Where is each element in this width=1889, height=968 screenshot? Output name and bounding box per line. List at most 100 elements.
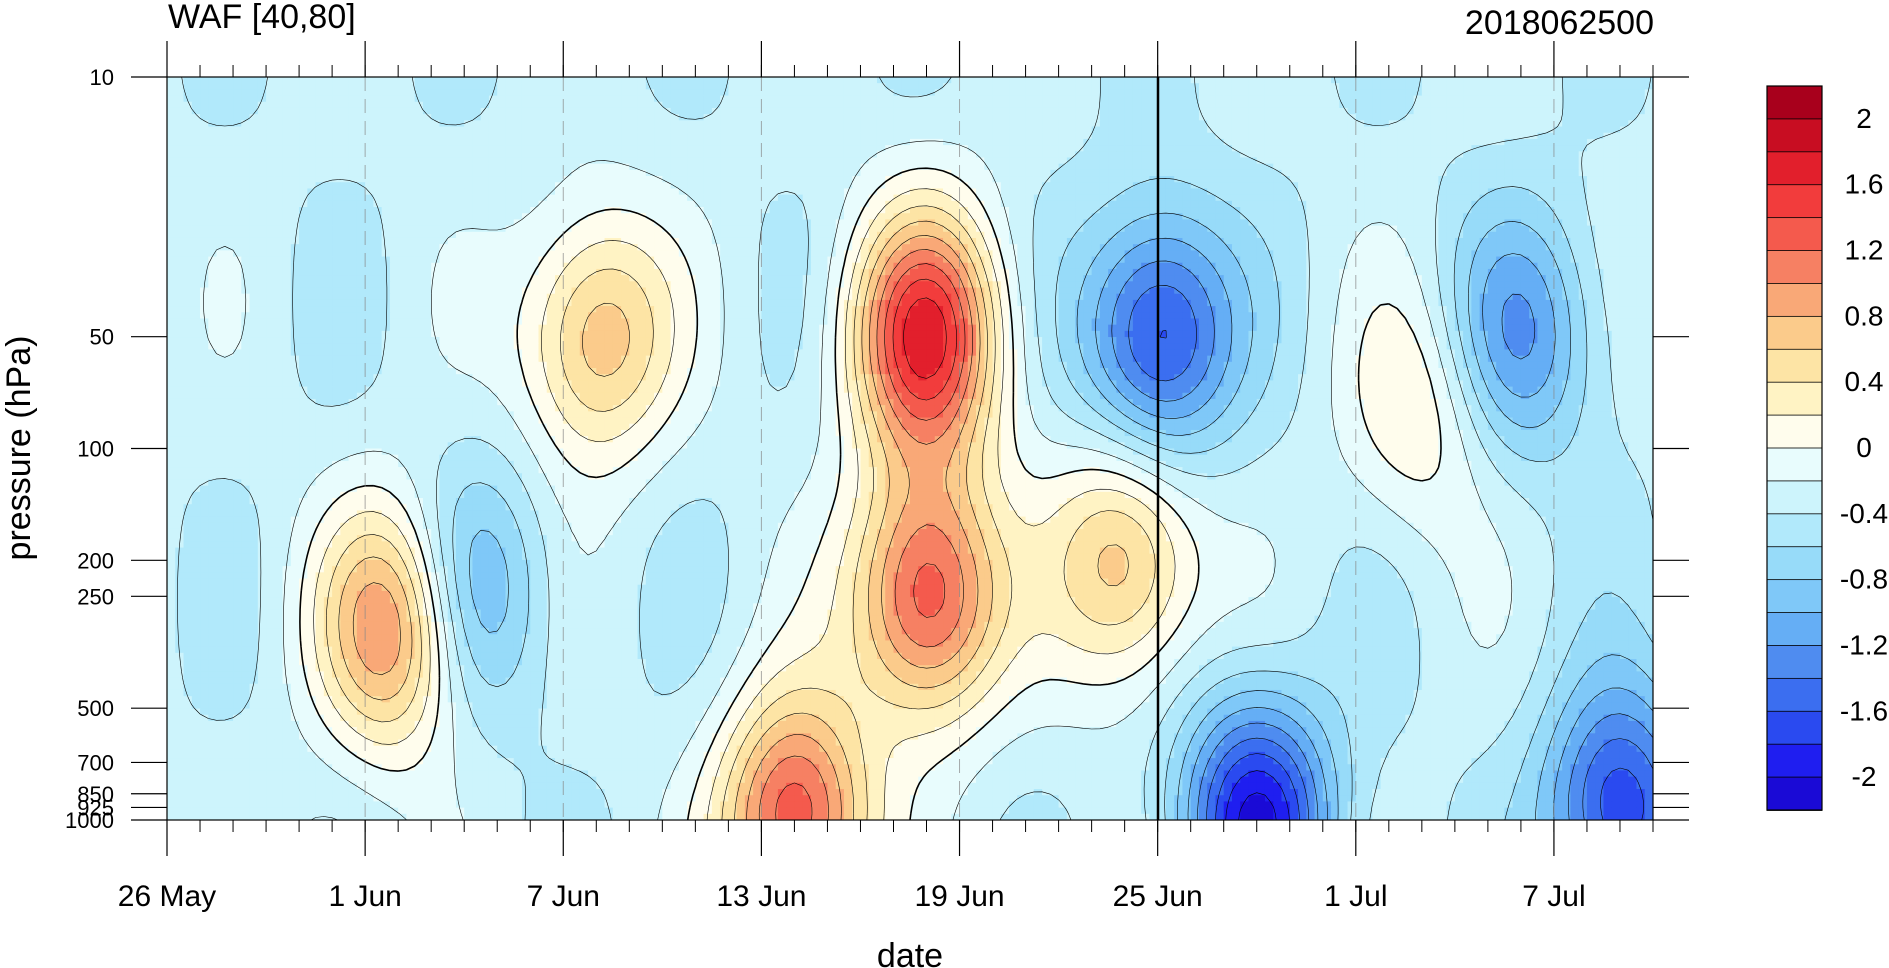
contour-cell	[1339, 114, 1349, 121]
contour-cell	[464, 200, 474, 208]
contour-cell	[720, 176, 729, 183]
contour-cell	[1207, 77, 1217, 84]
contour-cell	[852, 200, 862, 208]
contour-cell	[1619, 132, 1629, 140]
contour-cell	[654, 114, 663, 121]
contour-cell	[1157, 163, 1167, 171]
contour-cell	[480, 114, 490, 121]
contour-cell	[1190, 126, 1200, 134]
contour-cell	[1298, 225, 1307, 233]
contour-cell	[1256, 176, 1266, 183]
contour-cell	[777, 182, 787, 190]
contour-cell	[1223, 151, 1233, 159]
contour-cell	[513, 120, 523, 128]
contour-cell	[530, 126, 540, 134]
contour-cell	[852, 151, 862, 159]
contour-cell	[348, 176, 358, 183]
contour-cell	[356, 231, 366, 239]
contour-cell	[208, 83, 218, 90]
contour-cell	[1619, 225, 1629, 233]
contour-cell	[521, 163, 531, 171]
contour-cell	[827, 126, 837, 134]
contour-cell	[1562, 107, 1572, 115]
contour-cell	[1091, 132, 1101, 140]
contour-cell	[216, 145, 226, 152]
contour-cell	[480, 194, 490, 202]
contour-cell	[967, 231, 977, 239]
contour-cell	[1644, 138, 1653, 146]
contour-cell	[488, 145, 498, 152]
contour-cell	[860, 213, 870, 221]
contour-cell	[711, 83, 721, 90]
contour-cell	[1578, 225, 1588, 233]
contour-cell	[852, 95, 862, 103]
contour-cell	[472, 151, 482, 159]
contour-cell	[274, 120, 284, 128]
contour-cell	[447, 163, 457, 171]
contour-cell	[687, 145, 696, 152]
contour-cell	[1157, 244, 1167, 251]
contour-cell	[612, 138, 622, 146]
contour-cell	[943, 151, 952, 159]
contour-cell	[530, 207, 540, 214]
contour-cell	[488, 219, 498, 227]
contour-cell	[695, 176, 705, 183]
contour-cell	[1306, 207, 1316, 214]
contour-cell	[670, 182, 680, 190]
contour-cell	[1099, 231, 1109, 239]
contour-cell	[943, 231, 952, 239]
contour-cell	[538, 83, 548, 90]
contour-cell	[167, 77, 176, 84]
contour-cell	[563, 169, 573, 177]
contour-cell	[521, 132, 531, 140]
contour-cell	[1364, 176, 1373, 183]
contour-cell	[678, 213, 688, 221]
contour-cell	[711, 157, 721, 165]
contour-cell	[711, 213, 721, 221]
contour-cell	[1066, 188, 1076, 196]
contour-cell	[1388, 219, 1398, 227]
contour-cell	[1190, 219, 1200, 227]
contour-cell	[918, 151, 928, 159]
contour-cell	[1438, 101, 1448, 109]
contour-cell	[1586, 107, 1596, 115]
contour-cell	[678, 163, 688, 171]
contour-cell	[1603, 176, 1613, 183]
contour-cell	[1066, 194, 1076, 202]
contour-cell	[373, 231, 383, 239]
contour-cell	[332, 225, 341, 233]
contour-cell	[860, 237, 870, 245]
contour-cell	[431, 83, 441, 90]
contour-cell	[546, 188, 556, 196]
contour-cell	[736, 169, 746, 177]
contour-cell	[1388, 114, 1398, 121]
contour-cell	[274, 182, 284, 190]
contour-cell	[1215, 120, 1225, 128]
contour-cell	[332, 207, 341, 214]
contour-cell	[1586, 169, 1596, 177]
contour-cell	[1215, 126, 1225, 134]
contour-cell	[571, 244, 581, 251]
contour-cell	[1165, 182, 1175, 190]
contour-cell	[365, 182, 374, 190]
contour-cell	[365, 213, 374, 221]
contour-cell	[1438, 182, 1448, 190]
contour-cell	[249, 120, 259, 128]
contour-cell	[1529, 188, 1539, 196]
contour-cell	[629, 77, 639, 84]
contour-cell	[233, 138, 242, 146]
contour-cell	[1570, 237, 1580, 245]
contour-cell	[431, 244, 441, 251]
contour-cell	[249, 188, 259, 196]
contour-cell	[588, 219, 597, 227]
contour-cell	[1190, 138, 1200, 146]
contour-cell	[984, 237, 994, 245]
contour-cell	[645, 126, 655, 134]
contour-cell	[1000, 151, 1010, 159]
contour-cell	[1322, 163, 1332, 171]
contour-cell	[827, 200, 837, 208]
contour-cell	[612, 114, 622, 121]
contour-cell	[439, 163, 449, 171]
contour-cell	[530, 219, 540, 227]
contour-cell	[1529, 157, 1539, 165]
